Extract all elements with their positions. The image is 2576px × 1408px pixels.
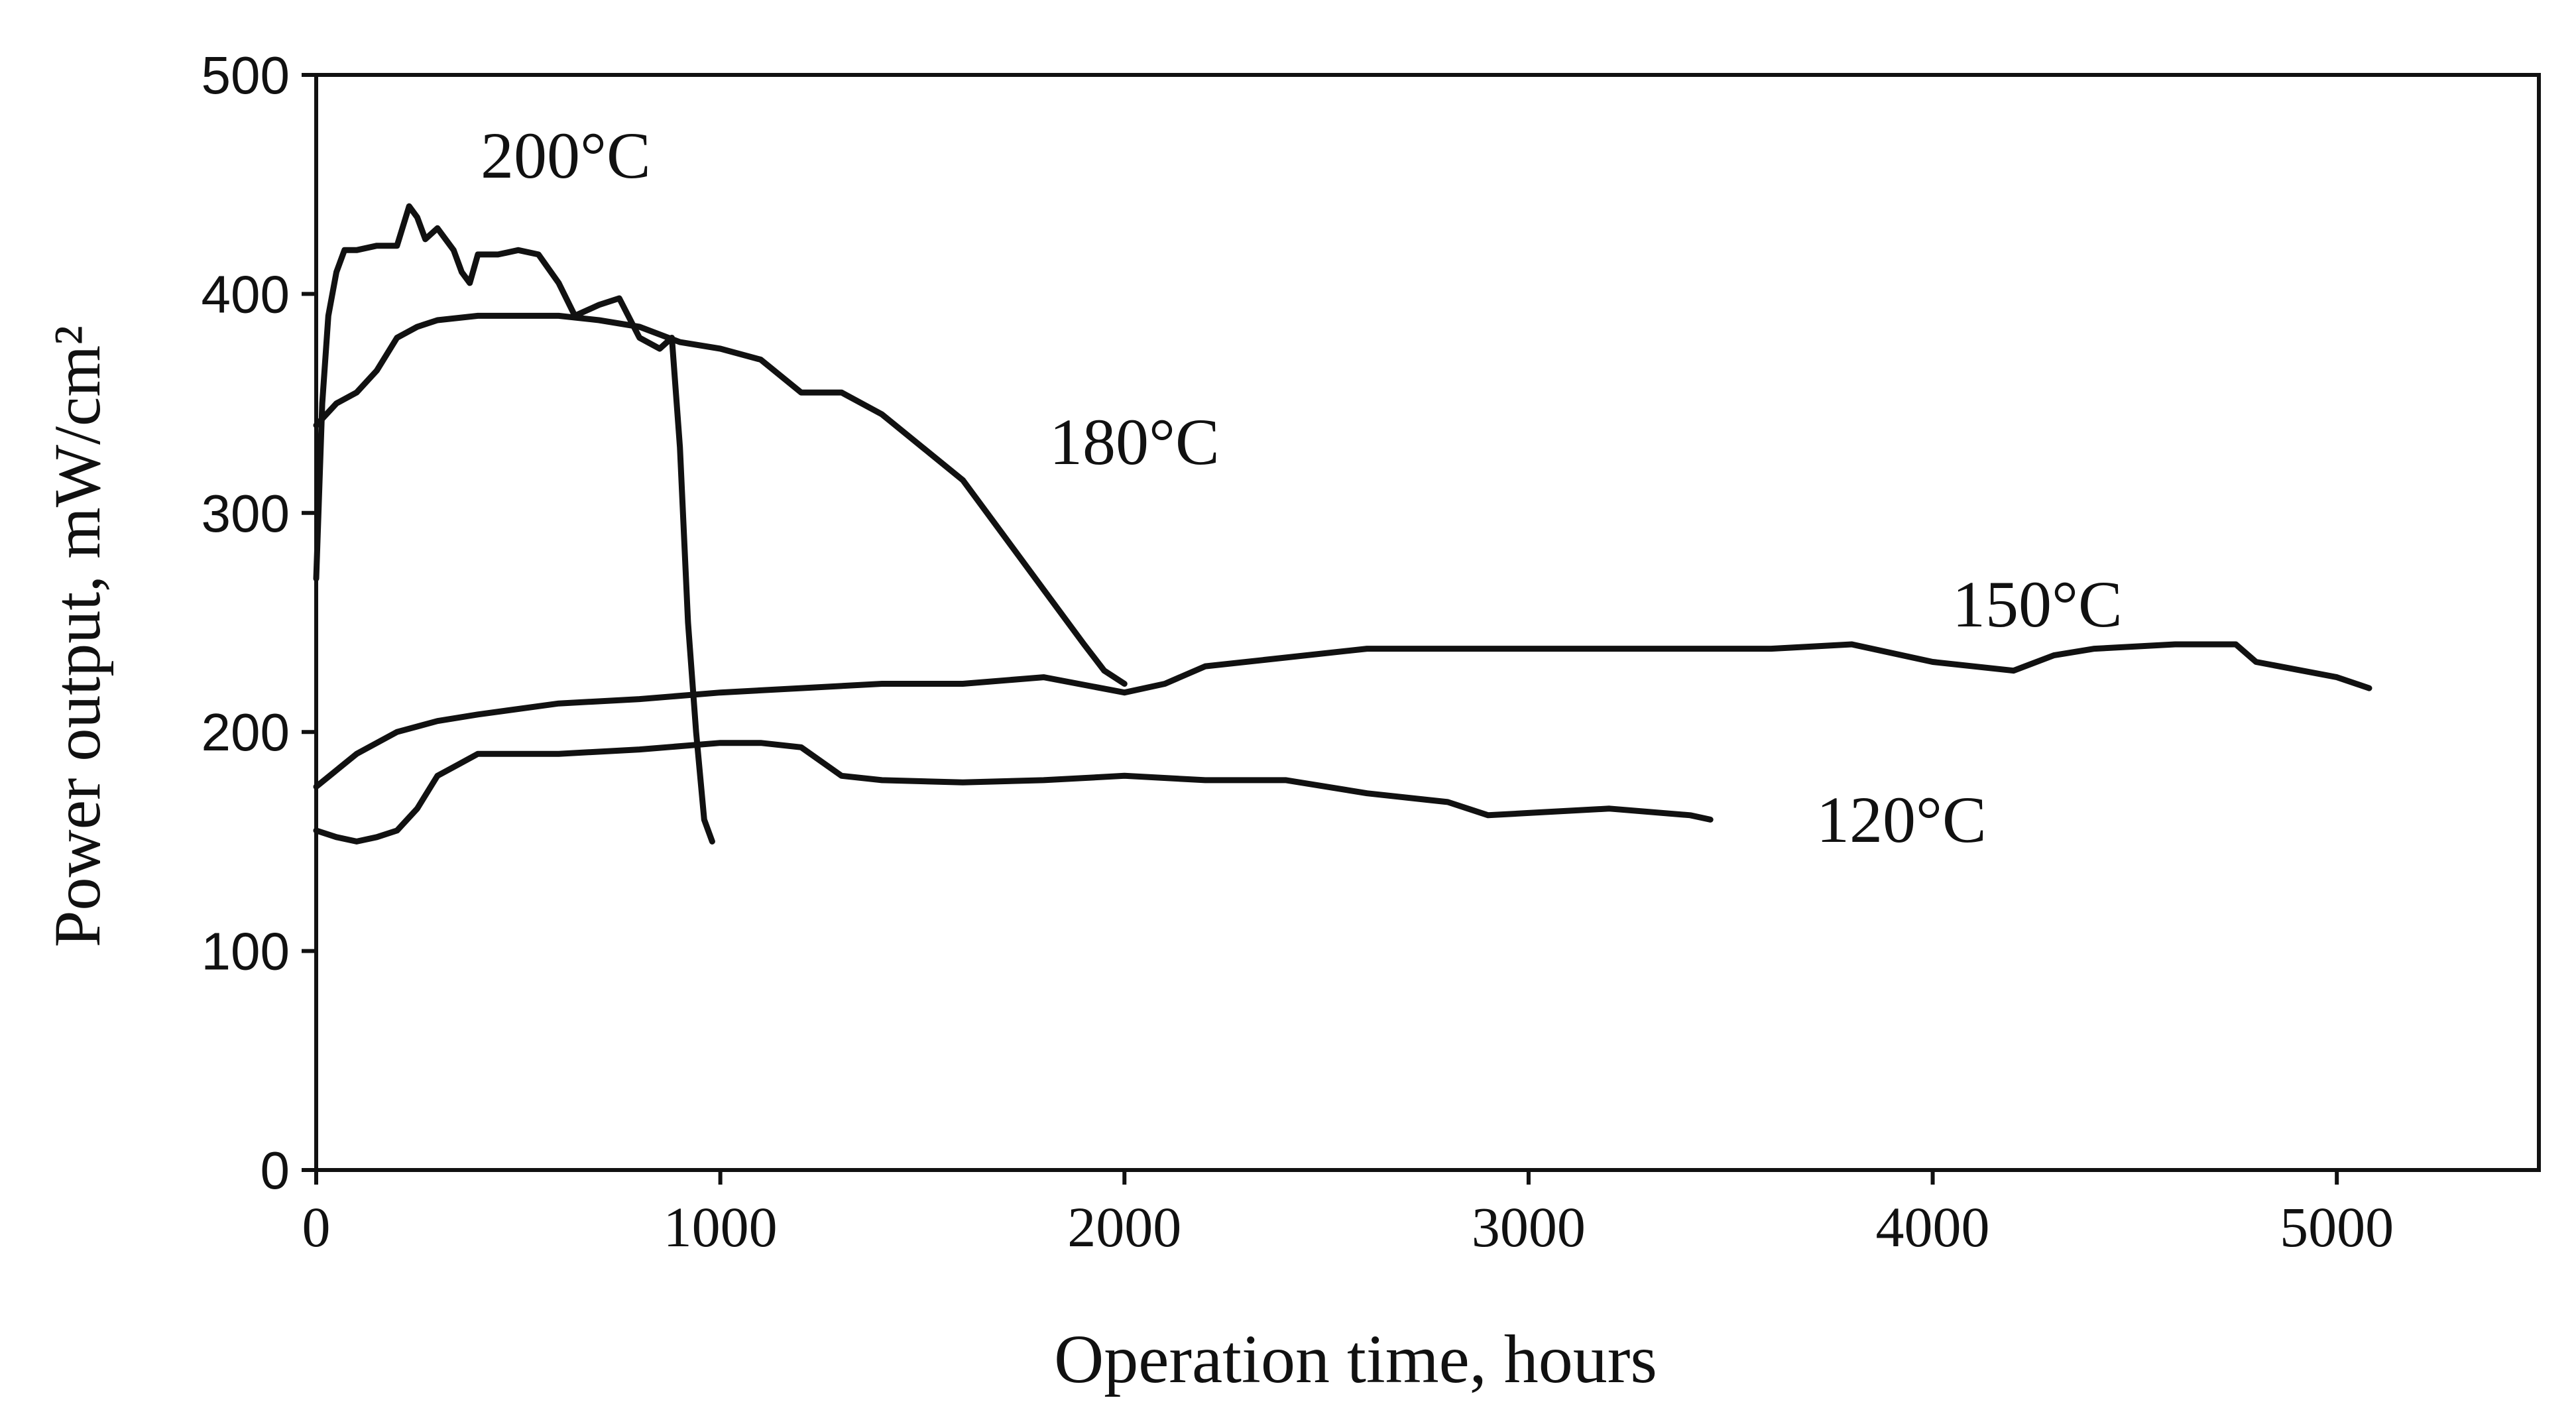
y-tick-label: 300 [202,484,290,543]
x-axis-title: Operation time, hours [1054,1321,1657,1397]
x-tick-label: 3000 [1472,1195,1586,1259]
x-tick-label: 2000 [1067,1195,1181,1259]
series-line-2 [313,312,1128,687]
x-tick-label: 4000 [1876,1195,1990,1259]
x-tick-label: 5000 [2280,1195,2394,1259]
y-tick-label: 400 [202,264,290,323]
series-line-3 [313,641,2372,790]
y-axis-ticks: 0 100 200 300 400 500 [202,46,316,1200]
x-tick-label: 1000 [664,1195,778,1259]
series-line-4 [313,740,1714,845]
y-tick-label: 500 [202,46,290,105]
series-label-200: 200°C [481,119,651,192]
y-tick-label: 100 [202,922,290,981]
y-axis-title: Power output, mW/cm² [40,325,114,947]
plot-frame [314,73,2541,1172]
y-tick-label: 0 [261,1141,290,1200]
x-tick-label: 0 [302,1195,331,1259]
series-lines [313,203,2372,845]
x-axis-ticks: 0 1000 2000 3000 4000 5000 [302,1170,2394,1259]
series-label-180: 180°C [1049,405,1220,479]
y-tick-label: 200 [202,703,290,762]
series-labels: 200°C 180°C 150°C 120°C [481,119,2123,856]
series-label-120: 120°C [1816,783,1987,856]
series-label-150: 150°C [1952,567,2123,641]
